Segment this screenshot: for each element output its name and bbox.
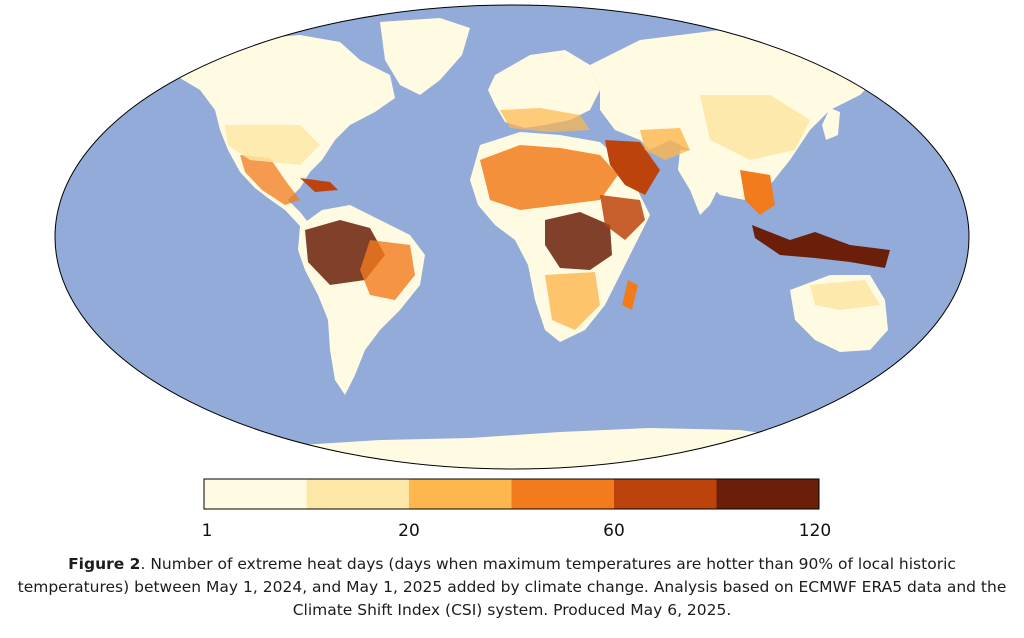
colorbar-segment-3 bbox=[409, 479, 512, 509]
india bbox=[678, 150, 725, 215]
colorbar-tick-label: 20 bbox=[398, 521, 420, 541]
colorbar-segment-4 bbox=[511, 479, 615, 509]
heat-brazil bbox=[360, 240, 415, 300]
figure-label: Figure 2 bbox=[68, 555, 141, 573]
colorbar-tick-label: 60 bbox=[603, 521, 625, 541]
southeast-asia bbox=[740, 170, 775, 215]
heat-caribbean bbox=[300, 178, 338, 192]
colorbar-segment-1 bbox=[204, 479, 307, 509]
heat-mexico bbox=[240, 155, 300, 205]
colorbar bbox=[203, 478, 820, 510]
madagascar bbox=[622, 280, 638, 310]
heat-us-south bbox=[225, 125, 320, 165]
heat-mediterranean bbox=[500, 108, 590, 132]
heat-central-africa bbox=[545, 212, 612, 270]
japan bbox=[822, 108, 840, 140]
colorbar-ticks: 1 20 60 120 bbox=[202, 521, 832, 541]
colorbar-segment-6 bbox=[716, 479, 820, 509]
colorbar-tick-label: 120 bbox=[799, 521, 831, 541]
heat-iran bbox=[640, 128, 690, 160]
heat-australia-north bbox=[810, 280, 880, 310]
heat-sahara bbox=[480, 145, 618, 210]
heat-east-africa bbox=[600, 195, 645, 240]
europe bbox=[488, 50, 600, 128]
figure-caption-text: . Number of extreme heat days (days when… bbox=[17, 555, 1007, 619]
figure-caption: Figure 2. Number of extreme heat days (d… bbox=[14, 553, 1010, 622]
greenland bbox=[380, 18, 470, 95]
globe-outline bbox=[54, 4, 970, 470]
colorbar-border bbox=[203, 478, 820, 510]
indonesia bbox=[752, 225, 890, 268]
colorbar-tick-label: 1 bbox=[202, 521, 213, 541]
colorbar-segment-5 bbox=[614, 479, 717, 509]
heat-china bbox=[700, 95, 810, 160]
arabian-peninsula bbox=[605, 140, 660, 195]
heat-southern-africa bbox=[545, 272, 600, 330]
colorbar-segment-2 bbox=[306, 479, 410, 509]
